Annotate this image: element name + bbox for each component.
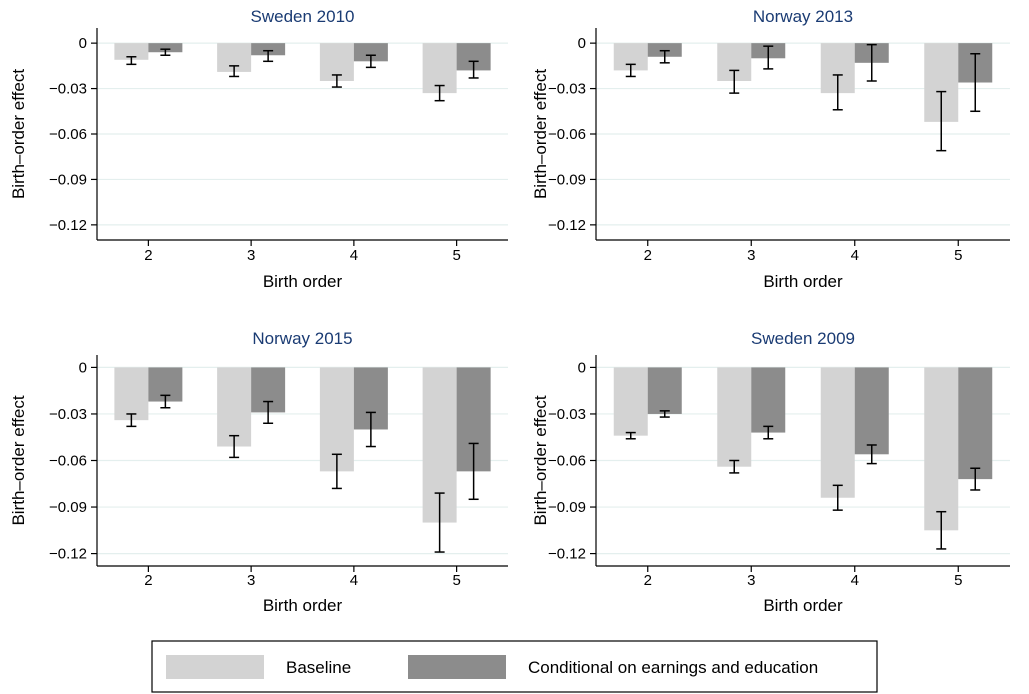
- x-tick-label: 2: [144, 572, 152, 589]
- y-axis-label: Birth–order effect: [9, 69, 28, 199]
- x-tick-label: 2: [644, 572, 652, 589]
- y-tick-label: 0: [578, 359, 586, 376]
- y-tick-label: −0.09: [49, 171, 87, 188]
- y-axis-label: Birth–order effect: [9, 395, 28, 525]
- y-tick-label: 0: [79, 35, 87, 52]
- x-axis-label: Birth order: [763, 596, 843, 615]
- bar-baseline-5: [924, 367, 959, 531]
- y-tick-label: −0.03: [548, 406, 586, 423]
- bar-conditional-5: [958, 367, 993, 480]
- x-tick-label: 4: [851, 572, 859, 589]
- y-tick-label: −0.09: [49, 499, 87, 516]
- bar-baseline-4: [820, 367, 855, 498]
- chart-panel-4: 0 −0.03 −0.06 −0.09 −0.12 2 3 4 5 Sweden 2009 Birt…: [531, 329, 1010, 615]
- legend-swatch-baseline: [166, 655, 264, 679]
- y-tick-label: −0.12: [49, 546, 87, 563]
- legend-label-baseline: Baseline: [286, 658, 351, 677]
- bar-baseline-3: [217, 367, 252, 447]
- y-tick-label: 0: [79, 359, 87, 376]
- bar-conditional-4: [854, 367, 889, 455]
- y-axis-label: Birth–order effect: [531, 69, 550, 199]
- x-tick-label: 4: [350, 572, 358, 589]
- bar-conditional-2: [148, 43, 183, 53]
- x-tick-label: 2: [144, 247, 152, 264]
- chart-panel-1: 0 −0.03 −0.06 −0.09 −0.12 2 3 4 5 Sweden 2010 Birt…: [9, 7, 508, 291]
- bar-conditional-3: [251, 43, 286, 56]
- bar-conditional-4: [353, 43, 388, 62]
- y-tick-label: −0.06: [548, 453, 586, 470]
- bar-baseline-2: [114, 367, 149, 421]
- x-tick-label: 5: [954, 247, 962, 264]
- x-tick-label: 5: [452, 572, 460, 589]
- chart-panels: 0 −0.03 −0.06 −0.09 −0.12 2 3 4 5 Sweden 2010 Birt…: [9, 7, 1010, 615]
- bar-conditional-2: [647, 367, 682, 414]
- x-tick-label: 5: [954, 572, 962, 589]
- bar-conditional-2: [647, 43, 682, 57]
- x-tick-label: 3: [747, 247, 755, 264]
- x-tick-label: 4: [851, 247, 859, 264]
- y-tick-label: −0.03: [49, 406, 87, 423]
- y-tick-label: −0.06: [548, 126, 586, 143]
- y-tick-label: −0.06: [49, 126, 87, 143]
- panel-title: Norway 2015: [252, 329, 352, 348]
- x-tick-label: 5: [452, 247, 460, 264]
- panel-title: Sweden 2009: [751, 329, 855, 348]
- x-tick-label: 4: [350, 247, 358, 264]
- bar-conditional-3: [751, 367, 786, 433]
- y-tick-label: −0.12: [548, 217, 586, 234]
- legend-frame: [151, 640, 878, 693]
- chart-panel-3: 0 −0.03 −0.06 −0.09 −0.12 2 3 4 5 Norway 2015 Birt…: [9, 329, 508, 615]
- chart-panel-2: 0 −0.03 −0.06 −0.09 −0.12 2 3 4 5 Norway 2013 Birt…: [531, 7, 1010, 291]
- legend: Baseline Conditional on earnings and edu…: [151, 640, 878, 693]
- panel-title: Norway 2013: [753, 7, 853, 26]
- y-tick-label: −0.06: [49, 453, 87, 470]
- y-tick-label: −0.12: [49, 217, 87, 234]
- y-axis-label: Birth–order effect: [531, 395, 550, 525]
- bar-baseline-2: [114, 43, 149, 60]
- y-tick-label: −0.09: [548, 171, 586, 188]
- y-tick-label: −0.03: [548, 81, 586, 98]
- legend-swatch-conditional: [408, 655, 506, 679]
- legend-label-conditional: Conditional on earnings and education: [528, 658, 818, 677]
- panel-title: Sweden 2010: [251, 7, 355, 26]
- y-tick-label: −0.09: [548, 499, 586, 516]
- x-axis-label: Birth order: [763, 272, 843, 291]
- y-tick-label: −0.03: [49, 81, 87, 98]
- x-tick-label: 3: [247, 572, 255, 589]
- x-axis-label: Birth order: [263, 272, 343, 291]
- y-tick-label: 0: [578, 35, 586, 52]
- x-tick-label: 3: [747, 572, 755, 589]
- bar-baseline-5: [422, 43, 457, 94]
- bar-baseline-3: [717, 367, 752, 467]
- y-tick-label: −0.12: [548, 546, 586, 563]
- bar-baseline-2: [613, 367, 648, 436]
- x-tick-label: 3: [247, 247, 255, 264]
- x-axis-label: Birth order: [263, 596, 343, 615]
- x-tick-label: 2: [644, 247, 652, 264]
